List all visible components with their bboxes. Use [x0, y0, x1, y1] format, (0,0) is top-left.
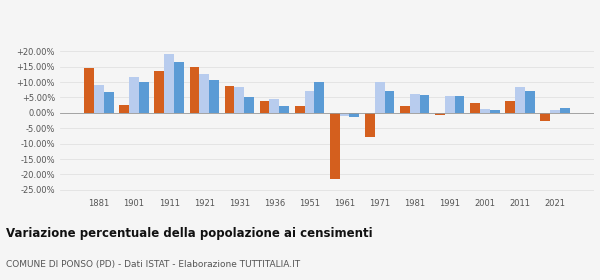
Bar [174, 62, 184, 113]
Bar [365, 113, 375, 137]
Bar [94, 85, 104, 113]
Bar [480, 109, 490, 113]
Bar [330, 113, 340, 179]
Bar [560, 108, 570, 113]
Bar [490, 110, 500, 113]
Bar [470, 103, 480, 113]
Legend: Ponso, Provincia di PD, Veneto: Ponso, Provincia di PD, Veneto [204, 0, 450, 1]
Bar [400, 106, 410, 113]
Bar [164, 54, 174, 113]
Bar [419, 95, 430, 113]
Bar [375, 82, 385, 113]
Bar [224, 86, 235, 113]
Bar [244, 97, 254, 113]
Bar [540, 113, 550, 120]
Bar [349, 113, 359, 118]
Bar [295, 106, 305, 113]
Bar [269, 99, 279, 113]
Bar [104, 92, 114, 113]
Bar [154, 71, 164, 113]
Bar [199, 74, 209, 113]
Bar [515, 87, 525, 113]
Bar [550, 110, 560, 113]
Bar [455, 96, 464, 113]
Bar [129, 77, 139, 113]
Bar [279, 106, 289, 113]
Bar [139, 82, 149, 113]
Bar [190, 67, 199, 113]
Bar [260, 101, 269, 113]
Bar [505, 101, 515, 113]
Bar [314, 82, 324, 113]
Text: Variazione percentuale della popolazione ai censimenti: Variazione percentuale della popolazione… [6, 227, 373, 240]
Bar [525, 91, 535, 113]
Bar [435, 113, 445, 115]
Bar [385, 91, 394, 113]
Bar [84, 68, 94, 113]
Bar [410, 94, 419, 113]
Bar [445, 96, 455, 113]
Bar [235, 87, 244, 113]
Bar [305, 91, 314, 113]
Bar [209, 80, 219, 113]
Bar [119, 105, 129, 113]
Bar [340, 113, 349, 116]
Text: COMUNE DI PONSO (PD) - Dati ISTAT - Elaborazione TUTTITALIA.IT: COMUNE DI PONSO (PD) - Dati ISTAT - Elab… [6, 260, 300, 269]
